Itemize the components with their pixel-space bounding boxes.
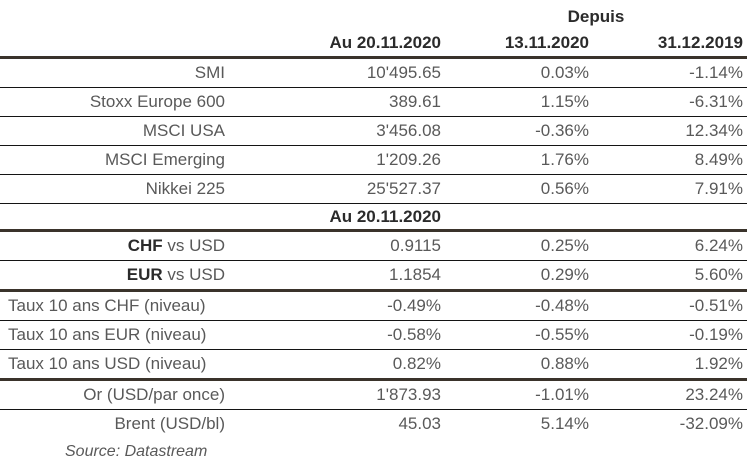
- row-since-2: -1.14%: [593, 57, 747, 88]
- row-since-1: 0.56%: [445, 174, 593, 204]
- row-value: 10'495.65: [233, 57, 445, 88]
- row-label: Taux 10 ans CHF (niveau): [0, 290, 233, 321]
- section-header-label: Au 20.11.2020: [233, 203, 445, 232]
- row-since-2: 8.49%: [593, 145, 747, 175]
- row-label: Brent (USD/bl): [114, 414, 225, 433]
- table-row-smi: SMI 10'495.65 0.03% -1.14%: [0, 57, 747, 88]
- row-since-1: 1.76%: [445, 145, 593, 175]
- row-value: 45.03: [398, 414, 441, 433]
- table-row-eur-usd: EUR vs USD 1.1854 0.29% 5.60%: [0, 260, 747, 292]
- spacer-cell: [0, 203, 233, 232]
- currency-code: EUR: [126, 265, 163, 284]
- row-since-2: 5.60%: [593, 260, 747, 292]
- depuis-label: Depuis: [567, 7, 625, 26]
- currency-code: CHF: [127, 236, 163, 255]
- row-value: 3'456.08: [233, 116, 445, 146]
- table-row-chf-usd: CHF vs USD 0.9115 0.25% 6.24%: [0, 230, 747, 261]
- row-value: 0.82%: [233, 349, 445, 381]
- table-row-msci-usa: MSCI USA 3'456.08 -0.36% 12.34%: [0, 116, 747, 146]
- row-since-1: -0.36%: [445, 116, 593, 146]
- row-since-1: -0.55%: [445, 320, 593, 350]
- spacer-cell: [0, 27, 233, 59]
- currency-pair-suffix: vs USD: [162, 236, 225, 255]
- row-value: 1.1854: [233, 260, 445, 292]
- row-value: 25'527.37: [233, 174, 445, 204]
- row-since-1: 0.88%: [445, 349, 593, 381]
- row-label: SMI: [0, 57, 233, 88]
- section-header-row: Au 20.11.2020: [0, 203, 747, 232]
- row-since-2: -6.31%: [593, 87, 747, 117]
- row-label: CHF vs USD: [0, 230, 233, 261]
- financial-table: Depuis Au 20.11.2020 13.11.2020 31.12.20…: [0, 0, 747, 439]
- row-label: MSCI Emerging: [0, 145, 233, 175]
- row-label: Or (USD/par once): [0, 379, 233, 410]
- row-label: Taux 10 ans USD (niveau): [0, 349, 233, 381]
- table-row-or: Or (USD/par once) 1'873.93 -1.01% 23.24%: [0, 379, 747, 410]
- row-since-1: -0.48%: [445, 290, 593, 321]
- row-since-2: 1.92%: [593, 349, 747, 381]
- table-row-taux-usd: Taux 10 ans USD (niveau) 0.82% 0.88% 1.9…: [0, 349, 747, 381]
- table-row-taux-eur: Taux 10 ans EUR (niveau) -0.58% -0.55% -…: [0, 320, 747, 350]
- column-header-since-1: 13.11.2020: [445, 27, 593, 59]
- table-row-brent: Brent (USD/bl) 45.03 5.14% -32.09%: [0, 410, 747, 439]
- column-header-since-2: 31.12.2019: [593, 27, 747, 59]
- row-since-1: 0.03%: [445, 57, 593, 88]
- row-value: 1'873.93: [233, 379, 445, 410]
- row-value: -0.58%: [233, 320, 445, 350]
- row-since-1: 0.29%: [445, 260, 593, 292]
- row-label: Nikkei 225: [0, 174, 233, 204]
- row-label: MSCI USA: [0, 116, 233, 146]
- column-header-value-date: Au 20.11.2020: [233, 27, 445, 59]
- row-since-2: 6.24%: [593, 230, 747, 261]
- row-value: -0.49%: [233, 290, 445, 321]
- row-since-2: -0.19%: [593, 320, 747, 350]
- row-value: 0.9115: [233, 230, 445, 261]
- table-row-stoxx: Stoxx Europe 600 389.61 1.15% -6.31%: [0, 87, 747, 117]
- depuis-header-row: Depuis: [0, 0, 747, 27]
- currency-pair-suffix: vs USD: [162, 265, 225, 284]
- table-row-msci-emerging: MSCI Emerging 1'209.26 1.76% 8.49%: [0, 145, 747, 175]
- row-label: Taux 10 ans EUR (niveau): [0, 320, 233, 350]
- spacer-cell: [593, 203, 747, 232]
- column-header-row: Au 20.11.2020 13.11.2020 31.12.2019: [0, 27, 747, 59]
- row-since-2: -32.09%: [679, 414, 743, 433]
- row-value: 1'209.26: [233, 145, 445, 175]
- row-value: 389.61: [233, 87, 445, 117]
- table-row-nikkei: Nikkei 225 25'527.37 0.56% 7.91%: [0, 174, 747, 204]
- table-row-taux-chf: Taux 10 ans CHF (niveau) -0.49% -0.48% -…: [0, 290, 747, 321]
- row-since-2: 12.34%: [593, 116, 747, 146]
- row-since-2: 7.91%: [593, 174, 747, 204]
- row-since-1: -1.01%: [445, 379, 593, 410]
- spacer-cell: [0, 0, 445, 27]
- row-since-1: 1.15%: [445, 87, 593, 117]
- row-since-1: 0.25%: [445, 230, 593, 261]
- row-since-1: 5.14%: [540, 414, 589, 433]
- row-label: Stoxx Europe 600: [0, 87, 233, 117]
- spacer-cell: [445, 203, 593, 232]
- row-label: EUR vs USD: [0, 260, 233, 292]
- source-note: Source: Datastream: [65, 443, 208, 460]
- row-since-2: 23.24%: [593, 379, 747, 410]
- row-since-2: -0.51%: [593, 290, 747, 321]
